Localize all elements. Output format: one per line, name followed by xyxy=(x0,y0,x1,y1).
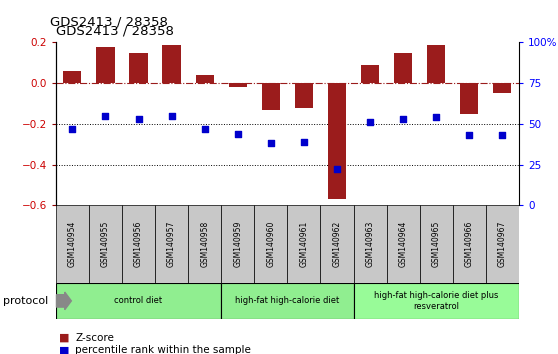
Text: protocol: protocol xyxy=(3,296,48,306)
Text: GSM140966: GSM140966 xyxy=(465,221,474,268)
Text: GSM140964: GSM140964 xyxy=(398,221,408,268)
Point xyxy=(432,115,441,120)
Bar xyxy=(295,83,313,108)
Point xyxy=(167,113,176,119)
Point xyxy=(266,141,275,146)
Text: GSM140960: GSM140960 xyxy=(266,221,275,268)
Bar xyxy=(354,205,387,283)
Point xyxy=(68,126,77,132)
Point xyxy=(398,116,407,122)
Text: GSM140967: GSM140967 xyxy=(498,221,507,268)
Bar xyxy=(361,65,379,83)
Bar xyxy=(262,83,280,110)
Bar xyxy=(460,83,478,114)
Bar xyxy=(354,283,519,319)
Bar xyxy=(287,205,320,283)
Point xyxy=(134,116,143,122)
Point xyxy=(465,132,474,138)
Text: GSM140958: GSM140958 xyxy=(200,221,209,267)
Bar xyxy=(387,205,420,283)
Point xyxy=(300,139,309,145)
Bar xyxy=(320,205,354,283)
Bar xyxy=(493,83,512,93)
Text: GSM140955: GSM140955 xyxy=(101,221,110,268)
Text: percentile rank within the sample: percentile rank within the sample xyxy=(75,345,251,354)
Bar xyxy=(56,205,89,283)
Text: GSM140957: GSM140957 xyxy=(167,221,176,268)
Text: control diet: control diet xyxy=(114,296,162,306)
Point xyxy=(365,119,374,125)
Point xyxy=(233,131,242,137)
Bar xyxy=(453,205,486,283)
Bar xyxy=(229,83,247,87)
Bar xyxy=(420,205,453,283)
Bar xyxy=(129,53,148,83)
Text: GSM140963: GSM140963 xyxy=(365,221,374,268)
Point xyxy=(333,167,341,172)
Bar xyxy=(394,53,412,83)
Text: high-fat high-calorie diet: high-fat high-calorie diet xyxy=(235,296,339,306)
Text: GSM140961: GSM140961 xyxy=(300,221,309,267)
Bar xyxy=(221,283,354,319)
Bar xyxy=(486,205,519,283)
Text: GSM140954: GSM140954 xyxy=(68,221,77,268)
Bar xyxy=(89,205,122,283)
Bar xyxy=(427,45,445,83)
Point xyxy=(498,132,507,138)
Bar xyxy=(63,71,81,83)
Text: ■: ■ xyxy=(59,333,69,343)
Bar xyxy=(56,283,221,319)
Bar xyxy=(254,205,287,283)
Point xyxy=(101,113,110,119)
Point xyxy=(200,126,209,132)
Text: GDS2413 / 28358: GDS2413 / 28358 xyxy=(50,15,168,28)
FancyArrow shape xyxy=(56,292,71,310)
Bar xyxy=(155,205,188,283)
Bar xyxy=(195,75,214,83)
Bar xyxy=(97,46,114,83)
Text: GSM140959: GSM140959 xyxy=(233,221,242,268)
Text: GSM140962: GSM140962 xyxy=(333,221,341,267)
Text: GDS2413 / 28358: GDS2413 / 28358 xyxy=(56,24,174,37)
Bar xyxy=(328,83,346,199)
Bar xyxy=(122,205,155,283)
Text: GSM140965: GSM140965 xyxy=(432,221,441,268)
Bar xyxy=(188,205,221,283)
Text: Z-score: Z-score xyxy=(75,333,114,343)
Text: ■: ■ xyxy=(59,345,69,354)
Bar xyxy=(221,205,254,283)
Text: high-fat high-calorie diet plus
resveratrol: high-fat high-calorie diet plus resverat… xyxy=(374,291,498,310)
Text: GSM140956: GSM140956 xyxy=(134,221,143,268)
Bar xyxy=(162,45,181,83)
